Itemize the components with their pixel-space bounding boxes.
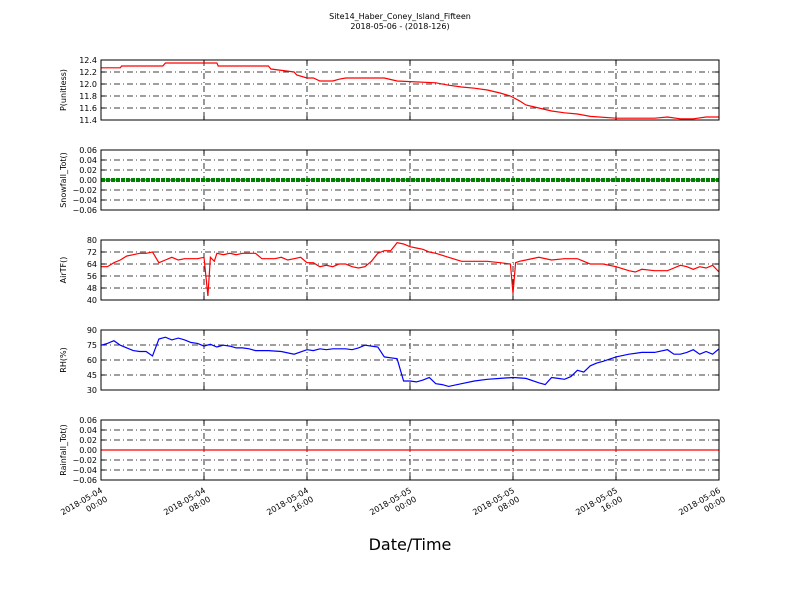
y-axis-label: Rainfall_Tot() [59, 424, 68, 476]
figure-title: Site14_Haber_Coney_Island_Fifteen [329, 12, 471, 21]
x-tick-label: 2018-05-0516:00 [574, 486, 624, 526]
y-tick-label: 56 [87, 272, 97, 281]
y-tick-label: −0.02 [72, 186, 97, 195]
y-tick-label: 11.8 [79, 92, 97, 101]
y-tick-label: 0.02 [79, 166, 97, 175]
panels: 11.4 11.6 11.8 12.0 12.2 12.4 P(unitless) −0.06… [59, 56, 720, 485]
y-tick-label: 60 [87, 356, 97, 365]
x-tick-labels: 2018-05-0400:00 2018-05-0408:00 2018-05-04… [59, 486, 727, 526]
x-tick-label: 2018-05-0500:00 [368, 486, 418, 526]
y-tick-label: 0.06 [79, 416, 97, 425]
panel-2: −0.06−0.04−0.020.000.020.040.06 Snowfall_… [59, 146, 720, 215]
y-axis-label: RH(%) [59, 347, 68, 372]
y-tick-label: 64 [87, 260, 97, 269]
y-tick-label: 11.4 [79, 116, 97, 125]
x-tick-label: 2018-05-0408:00 [162, 486, 212, 526]
plot-frame [100, 329, 720, 391]
y-tick-label: −0.06 [72, 476, 97, 485]
y-tick-label: 0.00 [79, 446, 97, 455]
y-tick-label: 72 [87, 248, 97, 257]
panel-5: −0.06−0.04−0.020.000.020.040.06 Rainfall_… [59, 416, 720, 485]
plot-frame [100, 419, 720, 481]
y-tick-label: 0.06 [79, 146, 97, 155]
series-line [101, 336, 719, 388]
panel-1: 11.4 11.6 11.8 12.0 12.2 12.4 P(unitless) [59, 56, 720, 125]
panel-3: 40 48 56 64 72 80 AirTF() [59, 236, 720, 305]
plot-frame [100, 59, 720, 121]
y-tick-label: 12.2 [79, 68, 97, 77]
plot-frame [100, 149, 720, 211]
y-tick-label: 30 [87, 386, 97, 395]
y-axis-label: AirTF() [59, 257, 68, 284]
x-axis-label: Date/Time [369, 535, 452, 554]
x-tick-label: 2018-05-0508:00 [471, 486, 521, 526]
y-tick-label: 0.04 [79, 426, 97, 435]
y-tick-label: 0.00 [79, 176, 97, 185]
y-tick-label: 48 [87, 284, 97, 293]
series-line [101, 242, 719, 297]
figure-subtitle: 2018-05-06 - (2018-126) [350, 22, 449, 31]
panel-4: 30 45 60 75 90 RH(%) [59, 326, 720, 395]
y-tick-label: 0.04 [79, 156, 97, 165]
y-tick-label: 45 [87, 371, 97, 380]
y-tick-label: −0.04 [72, 466, 97, 475]
x-tick-label: 2018-05-0600:00 [677, 486, 727, 526]
x-tick-label: 2018-05-0400:00 [59, 486, 109, 526]
series-line [101, 62, 719, 120]
y-tick-label: −0.06 [72, 206, 97, 215]
plot-frame [100, 239, 720, 301]
y-tick-label: 0.02 [79, 436, 97, 445]
y-tick-label: 12.0 [79, 80, 97, 89]
y-tick-label: 12.4 [79, 56, 97, 65]
y-tick-label: −0.04 [72, 196, 97, 205]
y-axis-label: P(unitless) [59, 69, 68, 111]
y-axis-label: Snowfall_Tot() [59, 152, 68, 208]
y-tick-label: 90 [87, 326, 97, 335]
x-tick-label: 2018-05-0416:00 [265, 486, 315, 526]
y-tick-label: 40 [87, 296, 97, 305]
y-tick-label: 11.6 [79, 104, 97, 113]
y-tick-label: −0.02 [72, 456, 97, 465]
y-tick-label: 80 [87, 236, 97, 245]
y-tick-label: 75 [87, 341, 97, 350]
